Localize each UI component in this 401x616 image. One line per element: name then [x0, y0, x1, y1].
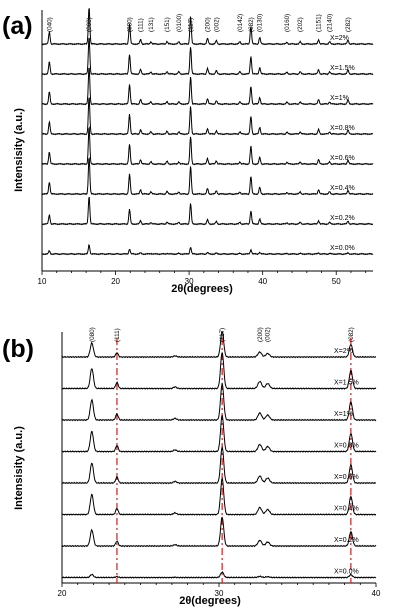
panel-b-xlabel: 2θ(degrees) [179, 595, 241, 607]
panel-b-curves: X=2% X=1.5% X=1% X=0.8% X=0.6% X=0.4% X=0.2% X=… [61, 330, 377, 579]
series-label: X=0.8% [334, 443, 359, 450]
xrd-curve [41, 97, 374, 136]
panel-a: (a) Intensisity (a.u.) 2θ(degrees) 10 20 3… [2, 8, 374, 295]
peak-index-label: (0142) [237, 14, 244, 32]
peak-index-label: (1151) [316, 14, 323, 32]
series-label: X=0.6% [334, 474, 359, 481]
series-label: X=0.0% [334, 569, 359, 576]
xrd-curve [41, 37, 374, 76]
xrd-curve [61, 381, 377, 422]
xrd-curve [61, 571, 377, 579]
series-label: X=0.2% [334, 537, 359, 544]
peak-index-label: (0160) [284, 14, 291, 32]
series-label: X=0.2% [330, 215, 355, 222]
series-label: X=0.8% [330, 125, 355, 132]
series-label: X=0.4% [334, 506, 359, 513]
xrd-curve [41, 126, 374, 166]
x-tick-label: 20 [58, 589, 67, 598]
peak-index-label: (082) [248, 17, 255, 32]
panel-a-peak-labels: (040) (060) (080) (111) (131) (151) (0100) (117… [46, 14, 352, 32]
panel-a-ylabel: Intensisity (a.u.) [13, 108, 25, 192]
peak-index-label: (282) [345, 17, 352, 32]
peak-index-label: (131) [148, 17, 155, 32]
panel-a-xlabel: 2θ(degrees) [171, 283, 233, 295]
peak-index-label: (151) [164, 17, 171, 32]
xrd-curve [41, 196, 374, 226]
series-label: X=1.5% [330, 65, 355, 72]
x-tick-label: 50 [332, 277, 341, 286]
xrd-curve [41, 244, 374, 256]
series-label: X=0.6% [330, 155, 355, 162]
series-label: X=2% [334, 348, 353, 355]
xrd-curve [61, 476, 377, 516]
peak-index-label: (002) [213, 17, 220, 32]
panel-b: (b) Intensisity (a.u.) 2θ(degrees) 20 30 4… [2, 327, 381, 607]
series-label: X=2% [330, 35, 349, 42]
xrd-curve [41, 67, 374, 106]
series-label: X=0.4% [330, 185, 355, 192]
x-tick-label: 20 [111, 277, 120, 286]
peak-index-label: (111) [138, 18, 145, 32]
x-tick-label: 30 [215, 589, 224, 598]
peak-index-label: (111) [114, 328, 121, 342]
peak-index-label: (200) [205, 17, 212, 32]
x-tick-label: 10 [38, 277, 47, 286]
x-tick-label: 40 [372, 589, 381, 598]
peak-index-label: (040) [46, 17, 53, 32]
panel-b-label: (b) [2, 335, 34, 363]
panel-a-label: (a) [2, 12, 33, 40]
series-label: X=1% [330, 95, 349, 102]
peak-index-label: (082) [348, 327, 355, 342]
peak-index-label: (002) [265, 327, 272, 342]
series-label: X=1.5% [334, 380, 359, 387]
xrd-curve [41, 157, 374, 196]
xrd-curve [61, 330, 377, 359]
peak-index-label: (080) [89, 327, 96, 342]
xrd-curve [61, 351, 377, 390]
xrd-curve [61, 445, 377, 485]
panel-b-ylabel: Intensisity (a.u.) [13, 426, 25, 510]
peak-index-label: (0100) [176, 14, 183, 32]
panel-a-ticks: 10 20 30 40 50 [38, 271, 367, 286]
panel-b-ticks: 20 30 40 [58, 583, 381, 598]
peak-index-label: (200) [257, 327, 264, 342]
x-tick-label: 40 [258, 277, 267, 286]
xrd-curve [61, 414, 377, 453]
peak-index-label: (202) [297, 17, 304, 32]
xrd-curve [41, 8, 374, 46]
xrd-curve [61, 516, 377, 548]
panel-b-reference-lines [116, 338, 352, 583]
panel-a-curves: X=2% X=1.5% X=1% X=0.8% X=0.6% X=0.4% X=0.2% X=… [41, 8, 374, 256]
x-tick-label: 30 [185, 277, 194, 286]
series-label: X=0.0% [330, 245, 355, 252]
peak-index-label: (0130) [257, 14, 264, 32]
peak-index-label: (2140) [327, 14, 334, 32]
series-label: X=1% [334, 411, 353, 418]
